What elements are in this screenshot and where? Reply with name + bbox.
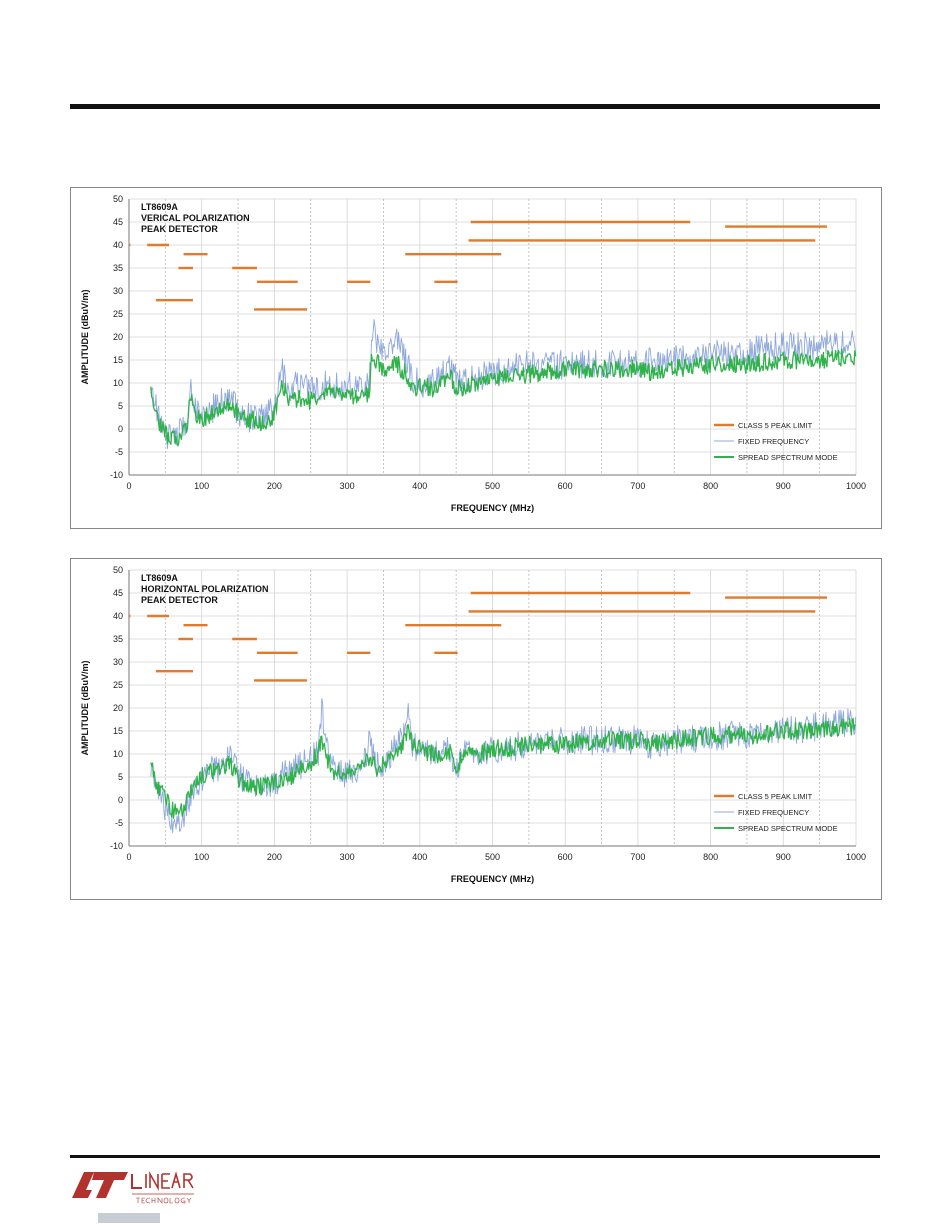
chart-panel-vertical: -10 -5 0 5 10 15 20 25 30 35 40 45 50 0 100 200 300 400 50… bbox=[70, 187, 882, 529]
legend-spread-spectrum-label: SPREAD SPECTRUM MODE bbox=[738, 453, 838, 462]
y-tick-label: 0 bbox=[118, 795, 123, 805]
y-tick-label: 15 bbox=[113, 726, 123, 736]
y-axis-label: AMPLITUDE (dBuV/m) bbox=[80, 290, 90, 385]
y-tick-label: -10 bbox=[110, 470, 123, 480]
company-logo bbox=[72, 1170, 194, 1204]
y-tick-label: 40 bbox=[113, 240, 123, 250]
x-tick-label: 1000 bbox=[846, 481, 866, 491]
y-axis-label: AMPLITUDE (dBuV/m) bbox=[80, 661, 90, 756]
x-tick-label: 600 bbox=[558, 852, 573, 862]
y-tick-label: 25 bbox=[113, 680, 123, 690]
chart-panel-horizontal: -10 -5 0 5 10 15 20 25 30 35 40 45 50 0 100 200 300 400 50… bbox=[70, 558, 882, 900]
chart-title-line: PEAK DETECTOR bbox=[141, 224, 218, 234]
chart-title-line: VERICAL POLARIZATION bbox=[141, 213, 250, 223]
y-tick-label: 15 bbox=[113, 355, 123, 365]
y-tick-label: 0 bbox=[118, 424, 123, 434]
x-tick-label: 300 bbox=[340, 852, 355, 862]
y-tick-label: 5 bbox=[118, 401, 123, 411]
series-fixed-frequency bbox=[150, 319, 857, 450]
x-tick-label: 800 bbox=[703, 481, 718, 491]
y-tick-label: 20 bbox=[113, 703, 123, 713]
x-tick-label: 800 bbox=[703, 852, 718, 862]
y-tick-label: 50 bbox=[113, 194, 123, 204]
legend-limit-label: CLASS 5 PEAK LIMIT bbox=[738, 792, 813, 801]
x-tick-label: 700 bbox=[630, 852, 645, 862]
x-tick-label: 1000 bbox=[846, 852, 866, 862]
y-tick-label: 30 bbox=[113, 286, 123, 296]
x-tick-label: 100 bbox=[194, 481, 209, 491]
x-axis-label: FREQUENCY (MHz) bbox=[451, 503, 534, 513]
x-tick-label: 200 bbox=[267, 852, 282, 862]
y-tick-label: -10 bbox=[110, 841, 123, 851]
series-fixed-frequency bbox=[150, 698, 857, 834]
series-spread-spectrum bbox=[150, 717, 857, 819]
x-tick-label: 700 bbox=[630, 481, 645, 491]
chart-title-line: LT8609A bbox=[141, 573, 178, 583]
x-axis-label: FREQUENCY (MHz) bbox=[451, 874, 534, 884]
y-tick-label: 50 bbox=[113, 565, 123, 575]
page-number-bar bbox=[98, 1213, 160, 1223]
chart-title-line: HORIZONTAL POLARIZATION bbox=[141, 584, 269, 594]
legend-spread-spectrum-label: SPREAD SPECTRUM MODE bbox=[738, 824, 838, 833]
x-tick-label: 0 bbox=[126, 481, 131, 491]
y-tick-label: 10 bbox=[113, 378, 123, 388]
x-tick-label: 500 bbox=[485, 852, 500, 862]
y-tick-label: 10 bbox=[113, 749, 123, 759]
x-tick-label: 400 bbox=[412, 481, 427, 491]
y-tick-label: 20 bbox=[113, 332, 123, 342]
x-tick-label: 0 bbox=[126, 852, 131, 862]
y-tick-label: 5 bbox=[118, 772, 123, 782]
chart-title-line: PEAK DETECTOR bbox=[141, 595, 218, 605]
footer-rule bbox=[70, 1155, 880, 1158]
y-tick-label: 35 bbox=[113, 263, 123, 273]
y-tick-label: 25 bbox=[113, 309, 123, 319]
y-tick-label: 45 bbox=[113, 217, 123, 227]
y-tick-label: 40 bbox=[113, 611, 123, 621]
y-tick-label: -5 bbox=[115, 818, 123, 828]
legend-limit-label: CLASS 5 PEAK LIMIT bbox=[738, 421, 813, 430]
x-tick-label: 400 bbox=[412, 852, 427, 862]
x-tick-label: 500 bbox=[485, 481, 500, 491]
x-tick-label: 900 bbox=[776, 481, 791, 491]
x-tick-label: 100 bbox=[194, 852, 209, 862]
y-tick-label: -5 bbox=[115, 447, 123, 457]
x-tick-label: 900 bbox=[776, 852, 791, 862]
x-tick-label: 300 bbox=[340, 481, 355, 491]
y-tick-label: 35 bbox=[113, 634, 123, 644]
legend-fixed-frequency-label: FIXED FREQUENCY bbox=[738, 437, 809, 446]
x-tick-label: 600 bbox=[558, 481, 573, 491]
legend-fixed-frequency-label: FIXED FREQUENCY bbox=[738, 808, 809, 817]
y-tick-label: 30 bbox=[113, 657, 123, 667]
x-tick-label: 200 bbox=[267, 481, 282, 491]
chart-title-line: LT8609A bbox=[141, 202, 178, 212]
header-rule bbox=[70, 104, 880, 109]
y-tick-label: 45 bbox=[113, 588, 123, 598]
series-spread-spectrum bbox=[150, 348, 857, 446]
